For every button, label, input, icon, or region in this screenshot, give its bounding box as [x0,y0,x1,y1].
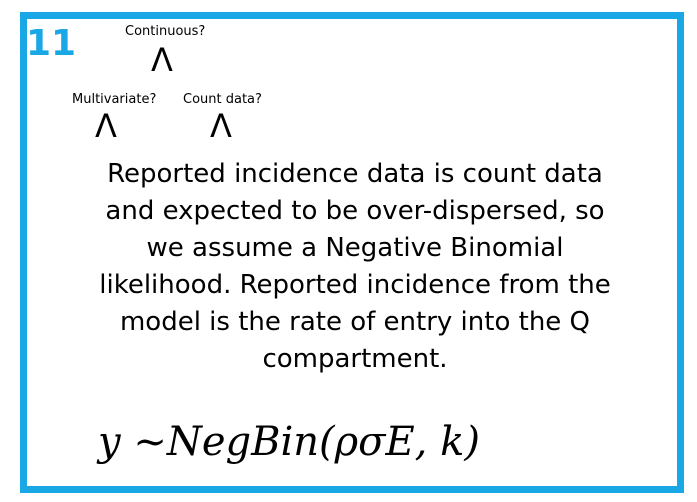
body-text-line: likelihood. Reported incidence from the [99,270,611,300]
likelihood-formula: y ~NegBin(ρσE, k) [98,419,480,465]
tree-connector-top: Λ [151,41,173,79]
body-text-line: compartment. [262,344,448,374]
tree-node-multivariate: Multivariate? [72,92,157,107]
tree-node-count-data: Count data? [183,92,262,107]
slide-frame [20,12,684,493]
body-text: Reported incidence data is count data an… [50,156,660,378]
body-text-line: Reported incidence data is count data [107,159,603,189]
tree-connector-right: Λ [210,107,232,145]
body-text-line: we assume a Negative Binomial [146,233,564,263]
tree-connector-left: Λ [95,107,117,145]
body-text-line: model is the rate of entry into the Q [119,307,591,337]
slide-number: 11 [26,23,77,64]
body-text-line: and expected to be over-dispersed, so [105,196,605,226]
tree-node-continuous: Continuous? [125,24,206,39]
